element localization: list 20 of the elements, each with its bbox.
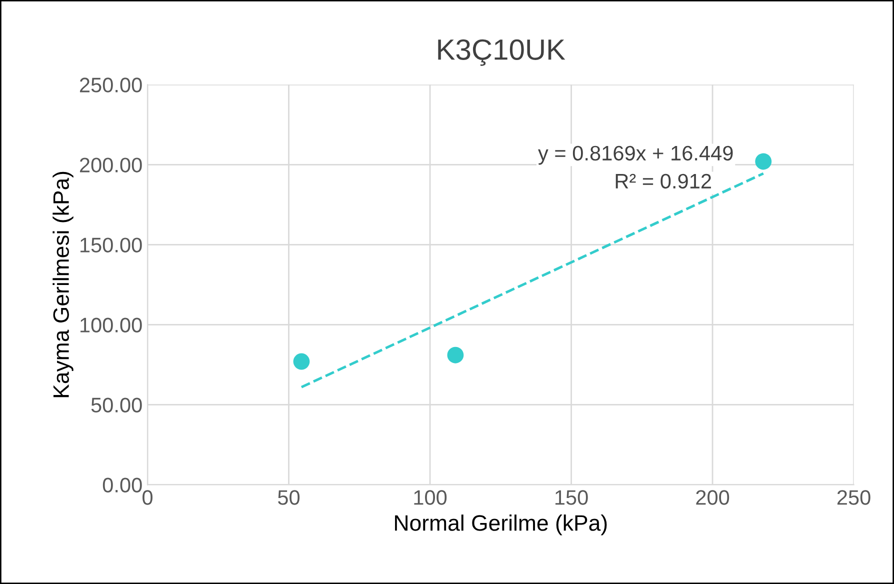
point xyxy=(447,346,464,364)
annotation: y = 0.8169x + 16.449 xyxy=(538,146,733,165)
y-tick-label: 50.00 xyxy=(91,398,142,412)
chart-title: K3Ç10UK xyxy=(438,39,566,66)
point xyxy=(755,153,772,170)
point xyxy=(293,353,310,370)
x-tick-label: 0 xyxy=(142,490,152,505)
annotation: R² = 0.912 xyxy=(616,174,711,189)
x-tick-label: 200 xyxy=(696,490,730,505)
y-tick-label: 200.00 xyxy=(80,158,142,172)
x-tick-label: 150 xyxy=(555,490,588,505)
x-tick-label: 100 xyxy=(414,490,447,505)
x-tick-label: 50 xyxy=(278,490,300,505)
y-tick-label: 150.00 xyxy=(80,238,142,252)
y-tick-label: 0.00 xyxy=(102,478,142,492)
x-axis-title: Normal Gerilme (kPa) xyxy=(395,514,607,536)
y-tick-label: 100.00 xyxy=(80,318,142,332)
y-tick-label: 250.00 xyxy=(80,78,142,92)
x-tick-label: 250 xyxy=(837,490,870,505)
y-axis-title: Kayma Gerilmesi (kPa) xyxy=(52,172,74,398)
